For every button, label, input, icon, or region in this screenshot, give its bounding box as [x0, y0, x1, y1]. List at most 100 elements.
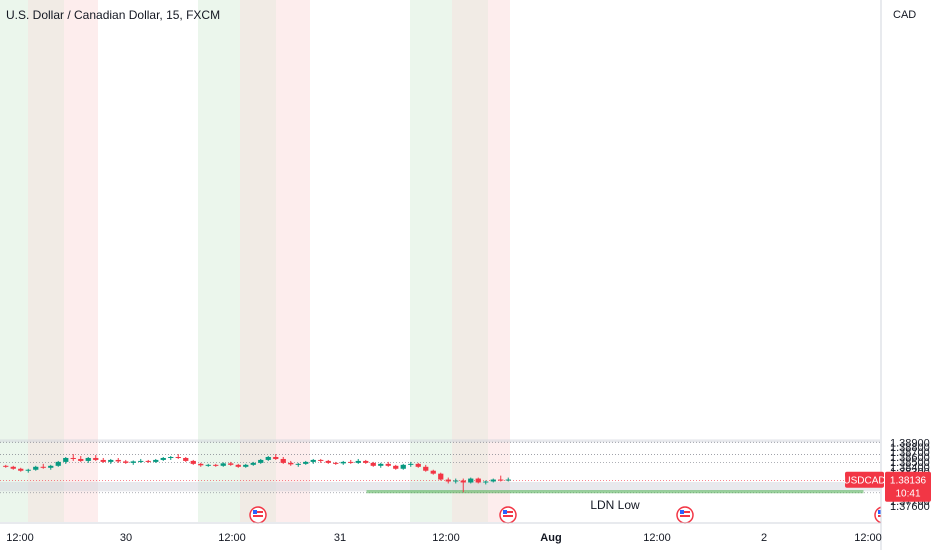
candle — [385, 461, 391, 467]
candle — [288, 460, 294, 466]
candle-body — [453, 480, 459, 482]
candle — [475, 477, 481, 484]
candle — [190, 459, 196, 465]
candle — [280, 457, 286, 464]
candle-body — [18, 468, 24, 471]
candle-body — [55, 461, 61, 466]
candle-body — [385, 463, 391, 466]
candle — [115, 457, 121, 463]
candle-body — [303, 461, 309, 464]
candle — [33, 465, 39, 471]
candle-body — [205, 464, 211, 466]
session-shade — [452, 0, 488, 522]
candle-body — [423, 466, 429, 471]
candle — [348, 459, 354, 464]
candle-body — [123, 461, 129, 463]
candle-body — [445, 479, 451, 482]
candle — [378, 462, 384, 468]
candle — [220, 462, 226, 467]
y-tick-label: 1.38800 — [890, 442, 930, 454]
session-shade — [240, 0, 276, 522]
candle — [445, 477, 451, 484]
candle — [423, 464, 429, 472]
candle-body — [408, 463, 414, 465]
candle-body — [100, 459, 106, 462]
candle-body — [498, 479, 504, 481]
candle — [415, 462, 421, 468]
candle — [205, 463, 211, 467]
currency-label: CAD — [893, 9, 916, 21]
candle — [400, 463, 406, 470]
candle-body — [145, 460, 151, 462]
candle-body — [265, 457, 271, 460]
candle — [430, 469, 436, 475]
candle — [468, 477, 474, 484]
candle-body — [393, 465, 399, 469]
flag-stripe — [503, 515, 513, 517]
candle — [355, 458, 361, 464]
candle-body — [310, 459, 316, 462]
candle — [273, 454, 279, 460]
candle-body — [288, 462, 294, 465]
candle — [10, 465, 16, 470]
candle-body — [3, 465, 9, 467]
ldn-low-zone — [366, 490, 864, 494]
candle — [333, 461, 339, 465]
candle — [25, 468, 31, 473]
candle — [310, 458, 316, 464]
candle — [370, 461, 376, 467]
candle-body — [325, 460, 331, 463]
zone-label: LDN Low — [590, 498, 640, 512]
gray-band — [0, 439, 880, 443]
flag-canton — [253, 510, 257, 514]
candle-body — [93, 457, 99, 460]
candle-body — [460, 480, 466, 483]
candle-body — [130, 461, 136, 463]
candle — [138, 458, 144, 463]
session-shade — [488, 0, 510, 522]
candle — [48, 464, 54, 470]
candle — [340, 460, 346, 465]
y-tick-label: 1.38700 — [890, 447, 930, 459]
candle — [325, 459, 331, 464]
candle-body — [78, 458, 84, 461]
session-shade — [410, 0, 452, 522]
candle — [213, 463, 219, 467]
candle-body — [483, 481, 489, 483]
session-shade — [28, 0, 64, 522]
candle — [70, 454, 76, 461]
candle — [258, 458, 264, 464]
candle-body — [273, 457, 279, 459]
candle — [505, 477, 511, 482]
candle — [18, 467, 24, 472]
candle — [123, 459, 129, 464]
candle — [93, 455, 99, 461]
candle-body — [220, 463, 226, 466]
candle-body — [48, 465, 54, 468]
session-shade — [64, 0, 98, 522]
candle-body — [198, 463, 204, 466]
candle-body — [85, 457, 91, 461]
candle — [483, 480, 489, 485]
candle-body — [348, 461, 354, 463]
price-tag-bg — [885, 471, 931, 502]
candle-body — [40, 466, 46, 468]
candle — [55, 460, 61, 467]
symbol-label: USDCAD — [843, 476, 885, 487]
flag-canton — [503, 510, 507, 514]
candle-body — [160, 457, 166, 460]
candle-body — [490, 479, 496, 482]
candle — [145, 459, 151, 463]
candle — [490, 478, 496, 483]
candle-body — [250, 462, 256, 465]
candle-body — [213, 464, 219, 466]
candle — [3, 464, 9, 468]
x-tick-label: 12:00 — [643, 532, 671, 544]
candle-body — [243, 464, 249, 467]
candle-body — [190, 460, 196, 464]
y-tick-label: 1.38900 — [890, 437, 930, 449]
x-tick-label: 12:00 — [854, 532, 882, 544]
candle — [153, 458, 159, 463]
candle — [130, 460, 136, 465]
